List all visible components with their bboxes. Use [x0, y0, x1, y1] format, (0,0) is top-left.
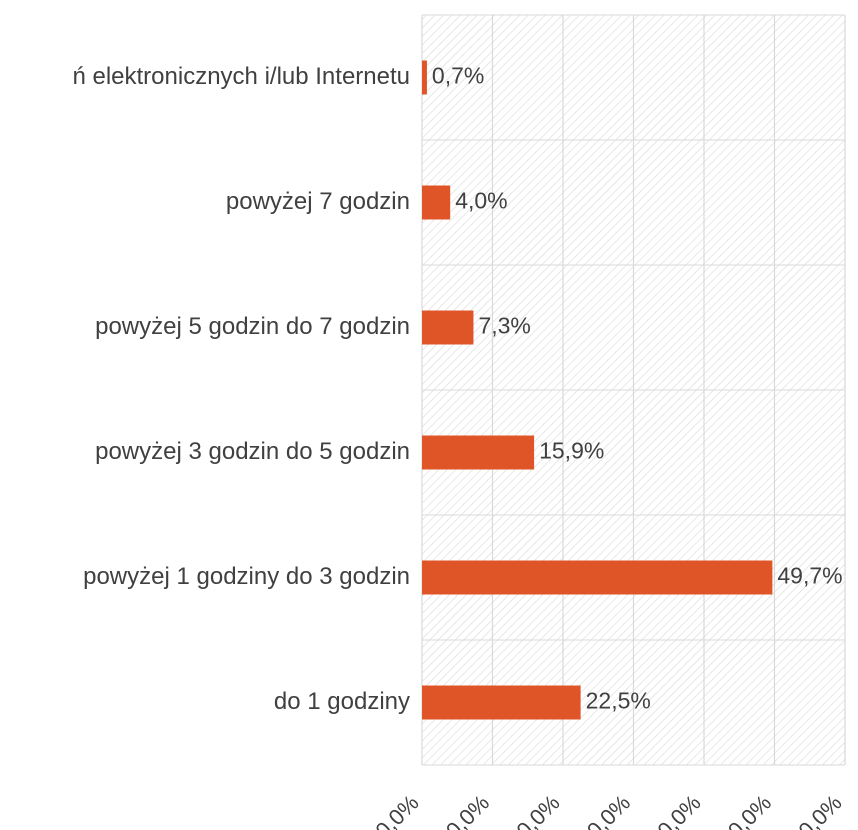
bar — [422, 560, 773, 595]
category-label: powyżej 1 godziny do 3 godzin — [83, 563, 410, 590]
bar — [422, 685, 581, 720]
x-tick-label: 60,0% — [785, 790, 847, 830]
value-label: 49,7% — [777, 563, 842, 589]
x-tick-label: 40,0% — [644, 790, 706, 830]
category-label: do 1 godziny — [274, 688, 410, 715]
value-label: 22,5% — [586, 688, 651, 714]
bar — [422, 185, 451, 220]
value-label: 0,7% — [432, 63, 484, 89]
bar — [422, 435, 535, 470]
bar — [422, 60, 427, 95]
category-label: powyżej 5 godzin do 7 godzin — [95, 313, 410, 340]
x-tick-label: 10,0% — [432, 790, 494, 830]
category-label: powyżej 3 godzin do 5 godzin — [95, 438, 410, 465]
value-label: 4,0% — [455, 188, 507, 214]
bar — [422, 310, 474, 345]
value-label: 15,9% — [539, 438, 604, 464]
category-label: powyżej 7 godzin — [226, 188, 410, 215]
x-tick-label: 50,0% — [714, 790, 776, 830]
value-label: 7,3% — [478, 313, 530, 339]
x-tick-label: 0,0% — [371, 790, 424, 830]
x-tick-label: 30,0% — [573, 790, 635, 830]
category-label: ń elektronicznych i/lub Internetu — [72, 63, 410, 90]
x-tick-label: 20,0% — [503, 790, 565, 830]
